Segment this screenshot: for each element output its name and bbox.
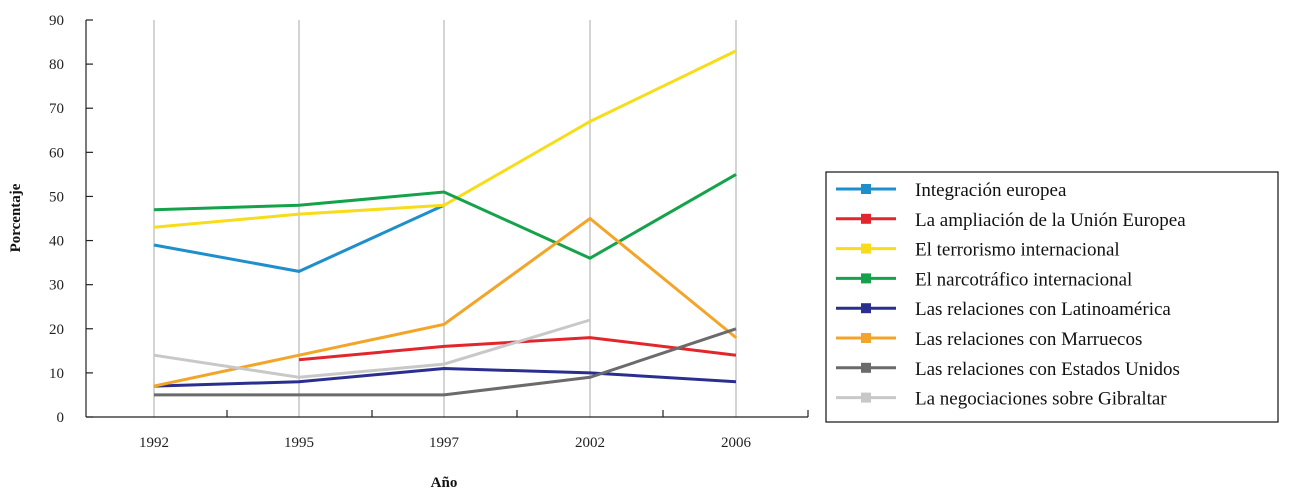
legend-swatch-marker-3: [861, 243, 871, 254]
y-tick-label-70: 70: [49, 101, 64, 117]
x-tick-label-2006: 2006: [721, 435, 752, 451]
y-tick-label-10: 10: [49, 366, 64, 382]
legend-swatch-marker-6: [861, 333, 871, 343]
legend-swatch-marker-8: [861, 392, 871, 403]
y-tick-label-20: 20: [49, 322, 64, 338]
legend-swatch-marker-5: [861, 303, 871, 314]
legend-entry-6: Las relaciones con Marruecos: [915, 329, 1142, 350]
x-axis-title: Año: [431, 475, 458, 491]
y-tick-label-60: 60: [49, 145, 64, 161]
series-line-8: [153, 318, 591, 379]
legend-box: [825, 171, 1279, 423]
y-tick-label-30: 30: [49, 278, 64, 294]
legend-entry-5: Las relaciones con Latinoamérica: [915, 299, 1171, 320]
gridlines: [153, 20, 737, 417]
y-axis-title: Porcentaje: [8, 183, 24, 252]
legend-entry-7: Las relaciones con Estados Unidos: [915, 359, 1180, 380]
x-tick-label-1992: 1992: [139, 435, 169, 451]
legend-entry-8: La negociaciones sobre Gibraltar: [915, 389, 1167, 410]
series-line-4: [153, 173, 737, 260]
series-line-6: [153, 216, 737, 388]
legend-entry-4: El narcotráfico internacional: [915, 269, 1132, 290]
legend-swatch-marker-1: [861, 184, 871, 194]
series-line-3: [153, 49, 737, 229]
series-line-1: [153, 203, 445, 273]
y-tick-label-50: 50: [49, 189, 64, 205]
legend-swatch-marker-2: [861, 213, 871, 224]
x-tick-label-1995: 1995: [284, 435, 314, 451]
x-tick-label-2002: 2002: [575, 435, 605, 451]
tick-labels: 0 10 20 30 40 50 60 70 80 90 1992 1995 1997 2002 2006: [49, 13, 752, 451]
legend-swatch-marker-4: [861, 273, 871, 284]
x-tick-label-1997: 1997: [429, 435, 460, 451]
y-tick-label-40: 40: [49, 234, 64, 250]
y-tick-label-90: 90: [49, 13, 64, 29]
legend: Integración europea La ampliación de la U…: [825, 171, 1279, 423]
series-line-7: [154, 327, 737, 397]
series-lines: [153, 49, 737, 397]
y-tick-label-80: 80: [49, 57, 64, 73]
legend-entry-2: La ampliación de la Unión Europea: [915, 210, 1186, 231]
series-line-5: [153, 366, 737, 388]
legend-entry-1: Integración europea: [915, 180, 1067, 201]
legend-swatch-marker-7: [861, 362, 871, 373]
y-tick-label-0: 0: [57, 410, 65, 426]
axes: [85, 19, 809, 418]
legend-entry-3: El terrorismo internacional: [915, 240, 1120, 261]
